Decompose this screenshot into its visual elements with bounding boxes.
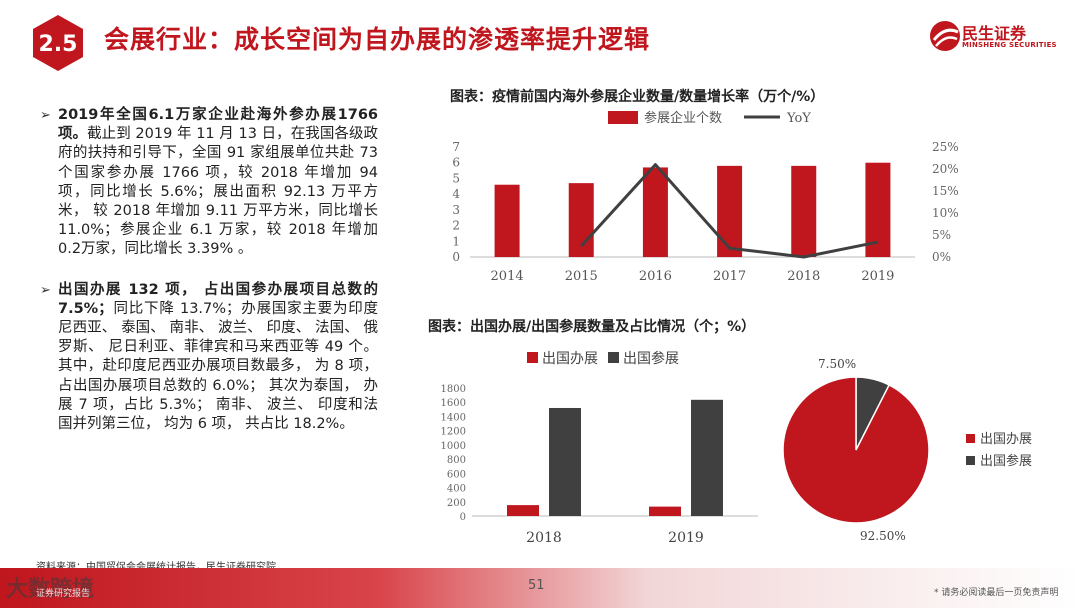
page-title: 会展行业：成长空间为自办展的渗透率提升逻辑 [104,25,651,54]
chart1-bar [494,184,520,257]
chart2-y-tick: 600 [447,469,466,480]
bullet-item: ➢ 2019年全国6.1万家企业赴海外参办展1766项。截止到 2019 年 1… [40,106,378,260]
chart2-y-tick: 1800 [441,384,466,395]
pie-label-small: 7.50% [818,357,856,371]
chart2-x-tick: 2018 [526,530,562,546]
pie-chart: 7.50% 92.50% 出国办展 出国参展 [782,357,1032,543]
logo-text-cn: 民生证券 [962,24,1027,43]
pie-slice [782,376,930,524]
chart1-y2-tick: 10% [932,206,959,220]
watermark-small: 证券研究报告 [36,589,91,599]
chart2-bar [549,407,581,516]
chart2-y-tick: 200 [447,498,466,509]
chart1-y-tick: 6 [452,156,460,170]
bullet-bold: 出国办展 132 项， 占出国参办展项目总数的 7.5%； [58,281,378,317]
chart2-bar [507,505,539,516]
chart2-bar-chart: 出国办展 出国参展 0 200 400 600 800 1000 1200 1400 1600 1… [441,350,758,546]
chart2-y-tick: 0 [460,512,466,523]
source-note: 资料来源：中国贸促会会展统计报告，民生证券研究院 [36,562,276,573]
chart1-yoy-line [580,163,879,259]
disclaimer: * 请务必阅读最后一页免责声明 [934,588,1059,598]
chart1-y2-tick: 5% [932,228,951,242]
bullet-arrow-icon: ➢ [40,108,51,123]
footer-band [0,568,1080,608]
chart1-x-tick: 2016 [639,269,672,284]
chart1-legend-bar-swatch [608,111,638,124]
chart1-y2-tick: 15% [932,184,959,198]
bullet-paragraph: 2019年全国6.1万家企业赴海外参办展1766项。截止到 2019 年 11 … [58,106,378,260]
chart1-x-tick: 2018 [787,269,820,284]
chart1-y-tick: 1 [452,234,460,248]
bullet-paragraph: 出国办展 132 项， 占出国参办展项目总数的 7.5%；同比下降 13.7%；… [58,281,378,435]
chart1-legend-line-label: YoY [786,111,811,126]
chart2-legend-swatch-1 [608,352,619,363]
chart1-y-tick: 0 [452,250,460,264]
minsheng-logo-icon [930,21,960,51]
chart1-legend-bar-label: 参展企业个数 [644,110,722,126]
chart1-y-tick: 4 [452,187,460,201]
bullet-list: ➢ 2019年全国6.1万家企业赴海外参办展1766项。截止到 2019 年 1… [40,106,378,455]
chart2-title: 图表：出国办展/出国参展数量及占比情况（个；%） [428,319,756,335]
chart1-x-tick: 2015 [565,269,598,284]
chart2-y-tick: 1000 [441,441,466,452]
chart1-bar [865,162,891,257]
chart1-bar [791,165,817,257]
chart2-bar [691,399,723,516]
bullet-bold: 2019年全国6.1万家企业赴海外参办展1766项。 [58,107,378,143]
chart1-bar [717,165,743,257]
chart1-title: 图表：疫情前国内海外参展企业数量/数量增长率（万个/%） [450,89,825,105]
page-number: 51 [528,578,545,593]
chart1-y-tick: 7 [452,140,460,154]
chart1-y2-tick: 0% [932,250,951,264]
chart2-x-tick: 2019 [668,530,704,546]
section-badge: 2.5 [33,15,83,71]
bullet-text: 同比下降 13.7%；办展国家主要为印度尼西亚、 泰国、 南非、 波兰、 印度、… [58,300,378,433]
bullet-text: 截止到 2019 年 11 月 13 日，在我国各级政府的扶持和引导下，全国 9… [58,126,378,258]
chart1-bar [642,167,668,257]
chart1-y-tick: 2 [452,219,460,233]
pie-legend-label-1: 出国参展 [980,453,1032,469]
chart1-y-tick: 3 [452,203,460,217]
pie-legend-swatch-1 [966,456,975,465]
bullet-item: ➢ 出国办展 132 项， 占出国参办展项目总数的 7.5%；同比下降 13.7… [40,281,378,435]
chart2-y-tick: 800 [447,455,466,466]
chart2-bar [649,506,681,516]
chart2-y-tick: 1600 [441,398,466,409]
chart2-legend-label-1: 出国参展 [623,350,679,367]
chart1-y-tick: 5 [452,171,460,185]
pie-label-large: 92.50% [860,529,906,543]
logo-text-en: MINSHENG SECURITIES [962,41,1057,49]
chart1-y2-tick: 20% [932,162,959,176]
section-number: 2.5 [39,32,78,57]
chart1-y2-tick: 25% [932,140,959,154]
chart2-legend-swatch-0 [527,352,538,363]
watermark: 大数跨境 [6,577,95,602]
chart1-x-tick: 2017 [713,269,746,284]
bullet-arrow-icon: ➢ [40,282,51,298]
chart2-y-tick: 400 [447,484,466,495]
pie-legend-label-0: 出国办展 [980,432,1032,447]
chart2-y-tick: 1400 [441,412,466,423]
chart2-y-tick: 1200 [441,427,466,438]
chart2-legend-label-0: 出国办展 [542,351,598,367]
pie-legend-swatch-0 [966,434,975,443]
chart1-x-tick: 2019 [861,269,894,284]
chart1-x-tick: 2014 [491,269,524,284]
